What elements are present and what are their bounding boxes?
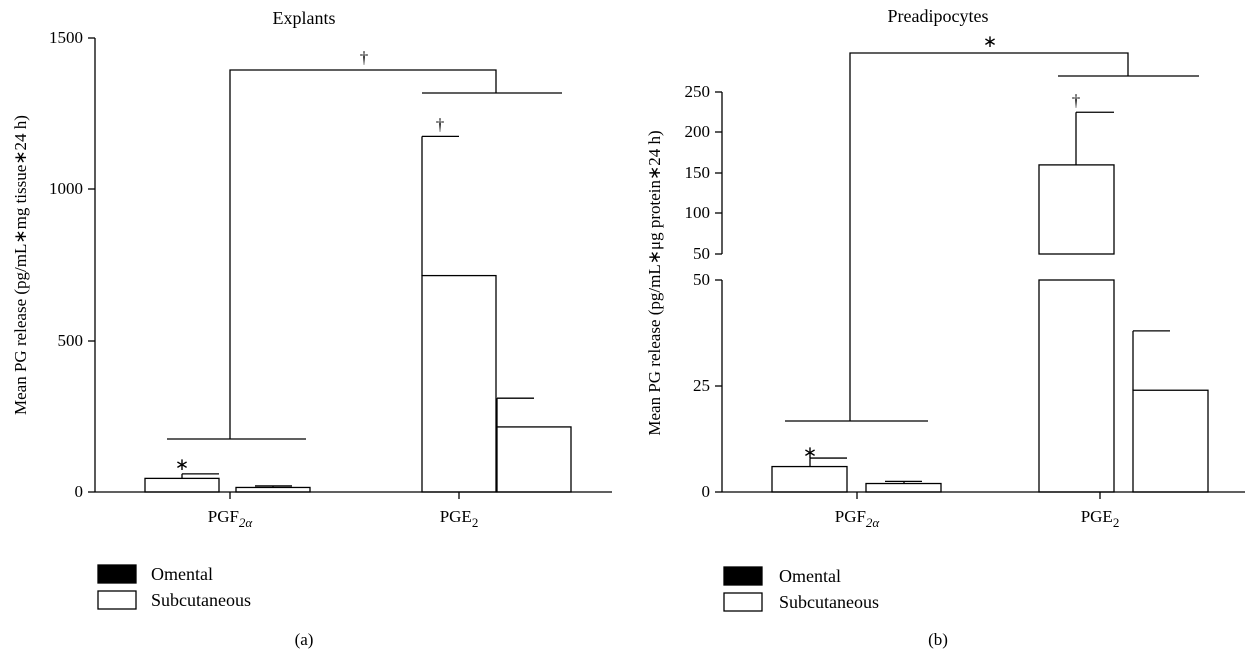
panel-b-category-label-pgf: PGF2α (835, 507, 881, 530)
panel-a: Explants Mean PG release (pg/mL∗mg tissu… (11, 8, 612, 649)
panel-a-dagger-mark: † (436, 115, 445, 134)
panel-b-bracket-star-mark: ∗ (983, 32, 997, 51)
panel-b-ytick-label: 150 (685, 163, 711, 182)
panel-a-bar-pge-subcutaneous (496, 426, 572, 493)
panel-b-ytick-label: 0 (702, 482, 711, 501)
panel-b-bar-pgf-omental (771, 465, 848, 493)
panel-a-legend-label-omental: Omental (151, 564, 213, 584)
panel-b-bar-pge-subcutaneous (1132, 389, 1209, 493)
panel-a-legend-swatch-omental (97, 564, 137, 584)
panel-a-category-label-pge: PGE2 (440, 507, 479, 530)
panel-b-ytick-label: 200 (685, 122, 711, 141)
panel-a-star-mark: ∗ (175, 455, 189, 474)
panel-b-sublabel: (b) (928, 630, 948, 649)
panel-a-comparison-bracket (229, 69, 497, 439)
panel-a-bar-pgf-subcutaneous (235, 486, 311, 493)
panel-a-ytick-label: 1000 (49, 179, 83, 198)
panel-b-star-mark: ∗ (803, 443, 817, 462)
panel-b-bar-pge-omental-lower (1038, 279, 1115, 493)
panel-b-y-axis-label: Mean PG release (pg/mL∗μg protein∗24 h) (645, 130, 664, 435)
panel-a-bracket-dagger-mark: † (360, 48, 369, 67)
panel-a-title: Explants (273, 8, 336, 28)
panel-b-ytick-label: 25 (693, 376, 710, 395)
panel-a-legend-swatch-subcutaneous (97, 590, 137, 610)
panel-a-bar-pge-omental (421, 274, 497, 493)
panel-a-ytick-label: 0 (75, 482, 84, 501)
panel-a-sublabel: (a) (295, 630, 314, 649)
panel-b-legend-swatch-omental (723, 566, 763, 586)
panel-b-category-label-pge: PGE2 (1081, 507, 1120, 530)
panel-b: Preadipocytes Mean PG release (pg/mL∗μg … (645, 6, 1245, 649)
panel-b-bar-pge-omental-upper (1038, 164, 1115, 255)
panel-a-ytick-label: 1500 (49, 28, 83, 47)
panel-a-y-axis-label: Mean PG release (pg/mL∗mg tissue∗24 h) (11, 115, 30, 415)
panel-a-bar-pgf-omental (144, 477, 220, 493)
panel-b-legend-swatch-subcutaneous (723, 592, 763, 612)
panel-b-bar-pgf-subcutaneous (865, 482, 942, 493)
panel-b-ytick-label: 100 (685, 203, 711, 222)
panel-a-legend-label-subcutaneous: Subcutaneous (151, 590, 251, 610)
panel-b-dagger-mark: † (1072, 91, 1081, 110)
panel-b-title: Preadipocytes (888, 6, 989, 26)
panel-b-ytick-label: 250 (685, 82, 711, 101)
panel-b-legend-label-omental: Omental (779, 566, 841, 586)
panel-a-category-label-pgf: PGF2α (208, 507, 254, 530)
panel-b-ytick-label: 50 (693, 244, 710, 263)
panel-a-ytick-label: 500 (58, 331, 84, 350)
panel-b-ytick-label: 50 (693, 270, 710, 289)
panel-b-comparison-bracket (849, 52, 1129, 421)
panel-b-legend-label-subcutaneous: Subcutaneous (779, 592, 879, 612)
